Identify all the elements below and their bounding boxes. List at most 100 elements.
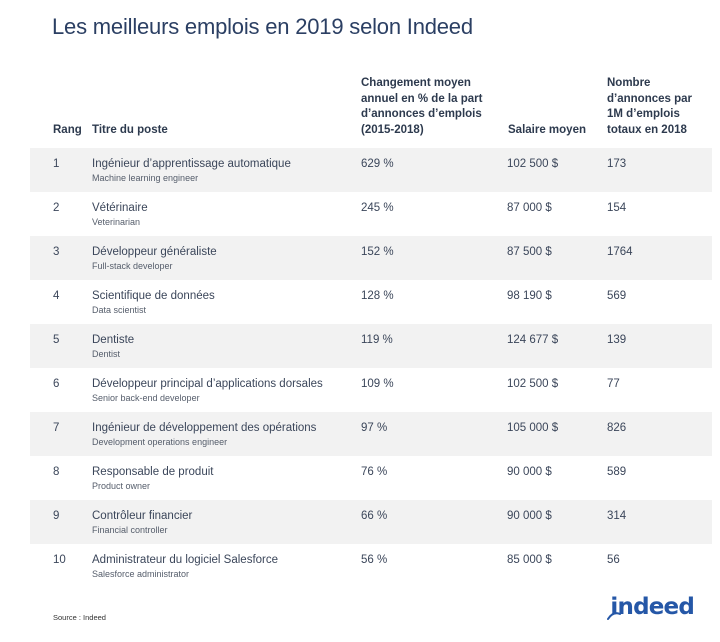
rank-cell: 9 xyxy=(53,510,60,522)
column-header-title: Titre du poste xyxy=(92,70,332,138)
salary-cell: 85 000 $ xyxy=(507,554,552,566)
job-title-cell: Responsable de produit Product owner xyxy=(92,466,362,491)
job-title-en: Data scientist xyxy=(92,305,147,315)
table-row: 10 Administrateur du logiciel Salesforce… xyxy=(30,544,712,588)
job-title-cell: Vétérinaire Veterinarian xyxy=(92,202,362,227)
column-header-salary-label: Salaire moyen xyxy=(508,123,586,136)
column-header-title-label: Titre du poste xyxy=(92,123,168,136)
job-title-en: Dentist xyxy=(92,349,121,359)
postings-cell: 154 xyxy=(607,202,627,214)
job-title-fr: Contrôleur financier xyxy=(92,510,193,522)
salary-cell: 102 500 $ xyxy=(507,158,559,170)
rank-cell: 8 xyxy=(53,466,60,478)
rank-cell: 3 xyxy=(53,246,60,258)
job-title-cell: Dentiste Dentist xyxy=(92,334,362,359)
postings-cell: 56 xyxy=(607,554,620,566)
job-title-fr: Ingénieur de développement des opération… xyxy=(92,422,317,434)
table-row: 7 Ingénieur de développement des opérati… xyxy=(30,412,712,456)
column-header-salary: Salaire moyen xyxy=(508,70,603,138)
salary-cell: 102 500 $ xyxy=(507,378,559,390)
salary-cell: 87 000 $ xyxy=(507,202,552,214)
job-title-en: Veterinarian xyxy=(92,217,141,227)
job-title-en: Development operations engineer xyxy=(92,437,228,447)
column-header-postings: Nombre d’annonces par 1M d’emplois totau… xyxy=(607,70,717,138)
change-cell: 128 % xyxy=(361,290,394,302)
job-title-fr: Administrateur du logiciel Salesforce xyxy=(92,554,279,566)
job-title-fr: Développeur principal d’applications dor… xyxy=(92,378,323,390)
change-cell: 97 % xyxy=(361,422,388,434)
change-cell: 152 % xyxy=(361,246,394,258)
column-header-rank: Rang xyxy=(53,70,93,138)
column-header-postings-line: d’annonces par xyxy=(607,92,692,105)
rank-cell: 6 xyxy=(53,378,60,390)
table-row: 4 Scientifique de données Data scientist … xyxy=(30,280,712,324)
page-title: Les meilleurs emplois en 2019 selon Inde… xyxy=(52,14,473,39)
salary-cell: 90 000 $ xyxy=(507,466,552,478)
table-row: 3 Développeur généraliste Full-stack deve… xyxy=(30,236,712,280)
postings-cell: 173 xyxy=(607,158,627,170)
postings-cell: 139 xyxy=(607,334,627,346)
job-title-cell: Développeur principal d’applications dor… xyxy=(92,378,362,403)
table-row: 9 Contrôleur financier Financial controll… xyxy=(30,500,712,544)
salary-cell: 105 000 $ xyxy=(507,422,559,434)
logo-text: indeed xyxy=(610,594,694,620)
job-title-cell: Ingénieur de développement des opération… xyxy=(92,422,362,447)
postings-cell: 826 xyxy=(607,422,627,434)
change-cell: 76 % xyxy=(361,466,388,478)
job-title-fr: Dentiste xyxy=(92,334,135,346)
job-title-fr: Développeur généraliste xyxy=(92,246,217,258)
postings-cell: 77 xyxy=(607,378,620,390)
jobs-table: 1 Ingénieur d’apprentissage automatique M… xyxy=(30,148,712,588)
source-note: Source : Indeed xyxy=(53,613,106,622)
rank-cell: 1 xyxy=(53,158,60,170)
table-row: 2 Vétérinaire Veterinarian 245 % 87 000 $… xyxy=(30,192,712,236)
postings-cell: 589 xyxy=(607,466,627,478)
indeed-logo: indeed xyxy=(607,594,695,620)
postings-cell: 314 xyxy=(607,510,627,522)
job-title-en: Financial controller xyxy=(92,525,168,535)
column-header-postings-line: totaux en 2018 xyxy=(607,123,687,136)
job-title-en: Salesforce administrator xyxy=(92,569,190,579)
column-header-change-line: (2015-2018) xyxy=(361,123,424,136)
job-title-cell: Ingénieur d’apprentissage automatique Mac… xyxy=(92,158,362,183)
rank-cell: 7 xyxy=(53,422,60,434)
job-title-cell: Administrateur du logiciel Salesforce Sal… xyxy=(92,554,362,579)
column-header-change: Changement moyen annuel en % de la part … xyxy=(361,70,501,138)
postings-cell: 1764 xyxy=(607,246,633,258)
change-cell: 245 % xyxy=(361,202,394,214)
table-row: 5 Dentiste Dentist 119 % 124 677 $ 139 xyxy=(30,324,712,368)
job-title-cell: Scientifique de données Data scientist xyxy=(92,290,362,315)
salary-cell: 124 677 $ xyxy=(507,334,559,346)
job-title-en: Machine learning engineer xyxy=(92,173,199,183)
salary-cell: 98 190 $ xyxy=(507,290,552,302)
postings-cell: 569 xyxy=(607,290,627,302)
rank-cell: 2 xyxy=(53,202,60,214)
column-header-rank-label: Rang xyxy=(53,123,82,136)
column-header-change-line: Changement moyen xyxy=(361,77,471,89)
salary-cell: 87 500 $ xyxy=(507,246,552,258)
change-cell: 119 % xyxy=(361,334,393,346)
column-header-change-line: d’annonces d’emplois xyxy=(361,108,482,120)
table-row: 8 Responsable de produit Product owner 76… xyxy=(30,456,712,500)
table-row: 1 Ingénieur d’apprentissage automatique M… xyxy=(30,148,712,192)
column-header-change-line: annuel en % de la part xyxy=(361,92,483,105)
change-cell: 66 % xyxy=(361,510,388,522)
rank-cell: 5 xyxy=(53,334,60,346)
job-title-en: Senior back-end developer xyxy=(92,393,200,403)
job-title-en: Product owner xyxy=(92,481,151,491)
column-header-postings-line: 1M d’emplois xyxy=(607,108,680,120)
job-title-cell: Développeur généraliste Full-stack develo… xyxy=(92,246,362,271)
change-cell: 629 % xyxy=(361,158,394,170)
rank-cell: 10 xyxy=(53,554,66,566)
job-title-fr: Ingénieur d’apprentissage automatique xyxy=(92,158,291,170)
salary-cell: 90 000 $ xyxy=(507,510,552,522)
job-title-fr: Scientifique de données xyxy=(92,290,215,302)
job-title-en: Full-stack developer xyxy=(92,261,173,271)
column-header-postings-line: Nombre xyxy=(607,77,651,89)
job-title-fr: Vétérinaire xyxy=(92,202,148,214)
change-cell: 109 % xyxy=(361,378,394,390)
job-title-cell: Contrôleur financier Financial controller xyxy=(92,510,362,535)
table-row: 6 Développeur principal d’applications d… xyxy=(30,368,712,412)
change-cell: 56 % xyxy=(361,554,388,566)
job-title-fr: Responsable de produit xyxy=(92,466,214,478)
